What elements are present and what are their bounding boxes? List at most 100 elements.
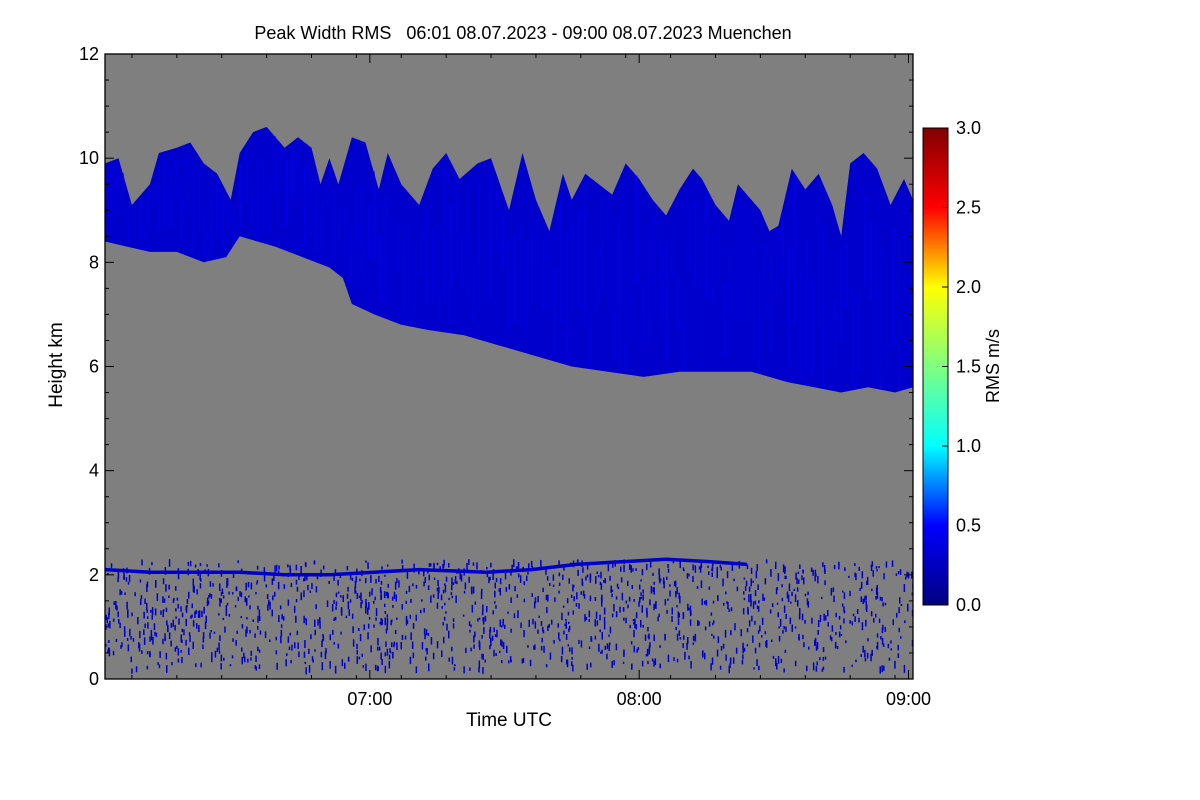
boundary-layer-return — [545, 567, 547, 575]
boundary-layer-return — [359, 633, 362, 642]
boundary-layer-return — [803, 642, 805, 648]
boundary-layer-return — [835, 612, 837, 618]
boundary-layer-return — [365, 602, 368, 609]
boundary-layer-return — [123, 573, 125, 580]
boundary-layer-return — [730, 630, 732, 636]
boundary-layer-return — [807, 601, 810, 608]
boundary-layer-return — [590, 637, 593, 642]
boundary-layer-return — [276, 662, 278, 670]
boundary-layer-return — [334, 569, 337, 575]
boundary-layer-return — [210, 630, 212, 633]
boundary-layer-return — [225, 608, 228, 616]
boundary-layer-return — [489, 626, 492, 633]
boundary-layer-return — [107, 572, 109, 576]
boundary-layer-return — [770, 568, 772, 577]
boundary-layer-return — [843, 666, 845, 673]
boundary-layer-return — [489, 633, 491, 639]
boundary-layer-return — [866, 576, 869, 585]
boundary-layer-return — [410, 632, 412, 640]
boundary-layer-return — [436, 587, 439, 592]
boundary-layer-return — [186, 604, 188, 608]
cloud-streak — [116, 164, 119, 217]
boundary-layer-return — [516, 594, 519, 598]
boundary-layer-return — [557, 564, 560, 568]
boundary-layer-return — [756, 659, 758, 666]
boundary-layer-return — [411, 641, 414, 649]
boundary-layer-return — [752, 635, 754, 643]
boundary-layer-return — [722, 643, 725, 649]
boundary-layer-return — [255, 655, 257, 662]
boundary-layer-return — [241, 624, 244, 629]
boundary-layer-return — [280, 624, 283, 628]
boundary-layer-return — [347, 601, 350, 610]
boundary-layer-return — [513, 613, 516, 619]
boundary-layer-return — [181, 657, 183, 664]
boundary-layer-return — [752, 580, 754, 583]
boundary-layer-return — [726, 601, 728, 604]
boundary-layer-return — [712, 600, 715, 604]
boundary-layer-return — [646, 648, 649, 657]
cloud-streak — [250, 189, 253, 223]
boundary-layer-return — [177, 658, 180, 663]
boundary-layer-return — [470, 647, 472, 652]
boundary-layer-return — [875, 566, 878, 569]
boundary-layer-return — [451, 577, 453, 585]
boundary-layer-return — [373, 624, 375, 628]
boundary-layer-return — [703, 600, 706, 605]
boundary-layer-return — [763, 597, 766, 601]
boundary-layer-return — [218, 563, 220, 568]
boundary-layer-return — [345, 615, 348, 619]
boundary-layer-return — [771, 639, 773, 642]
cloud-streak — [583, 177, 586, 329]
boundary-layer-return — [288, 646, 291, 650]
cloud-streak — [175, 158, 177, 202]
cloud-streak — [659, 221, 661, 327]
boundary-layer-return — [152, 636, 154, 645]
boundary-layer-return — [451, 656, 454, 665]
boundary-layer-return — [463, 590, 466, 594]
boundary-layer-return — [486, 572, 489, 578]
boundary-layer-return — [785, 626, 787, 632]
cloud-streak — [624, 227, 626, 371]
boundary-layer-return — [871, 561, 874, 567]
boundary-layer-return — [572, 610, 574, 615]
boundary-layer-return — [143, 611, 145, 619]
boundary-layer-return — [392, 651, 394, 659]
boundary-layer-return — [304, 575, 306, 581]
boundary-layer-return — [490, 638, 492, 647]
boundary-layer-return — [428, 577, 430, 580]
boundary-layer-return — [839, 625, 842, 630]
boundary-layer-return — [765, 640, 767, 647]
boundary-layer-return — [308, 665, 311, 673]
boundary-layer-return — [392, 605, 394, 608]
boundary-layer-return — [636, 648, 638, 653]
boundary-layer-return — [442, 564, 444, 569]
boundary-layer-return — [651, 658, 654, 662]
boundary-layer-return — [510, 628, 512, 633]
boundary-layer-return — [383, 591, 386, 599]
boundary-layer-return — [166, 620, 168, 626]
boundary-layer-return — [154, 631, 156, 636]
boundary-layer-return — [648, 633, 650, 640]
boundary-layer-return — [445, 576, 448, 582]
boundary-layer-return — [723, 602, 725, 606]
boundary-layer-return — [580, 591, 582, 595]
boundary-layer-return — [185, 618, 187, 627]
boundary-layer-return — [186, 598, 189, 604]
cloud-streak — [910, 208, 912, 351]
boundary-layer-return — [791, 591, 793, 597]
boundary-layer-return — [500, 625, 503, 628]
boundary-layer-return — [380, 580, 383, 585]
boundary-layer-return — [502, 621, 504, 627]
boundary-layer-return — [822, 657, 825, 661]
boundary-layer-return — [493, 627, 495, 633]
boundary-layer-return — [562, 605, 565, 608]
boundary-layer-return — [199, 563, 202, 566]
boundary-layer-return — [255, 592, 257, 595]
boundary-layer-return — [257, 625, 259, 630]
boundary-layer-return — [329, 661, 331, 669]
cloud-streak — [776, 228, 778, 295]
cloud-streak — [466, 181, 469, 299]
boundary-layer-return — [322, 635, 325, 641]
boundary-layer-return — [448, 597, 450, 601]
